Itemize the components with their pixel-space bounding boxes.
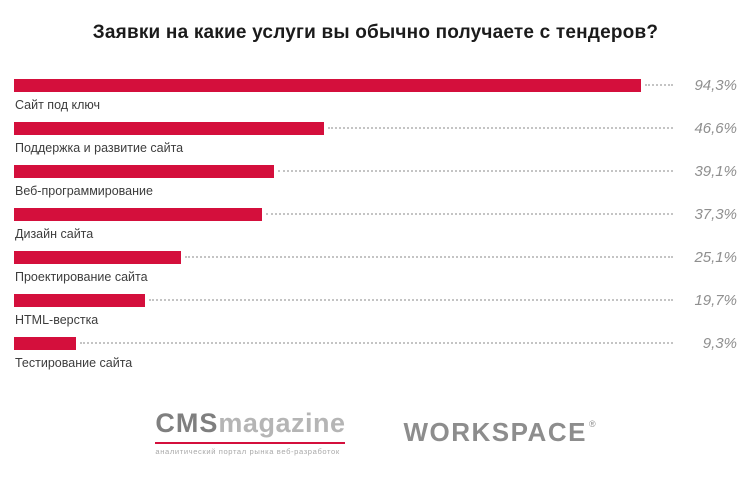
bar (14, 250, 181, 264)
value-label: 39,1% (694, 162, 737, 180)
registered-trademark-icon: ® (588, 418, 596, 429)
value-label: 9,3% (702, 334, 737, 352)
category-label: Дизайн сайта (15, 227, 94, 241)
cms-magazine-logo: CMS magazine аналитический портал рынка в… (155, 408, 346, 456)
value-label: 25,1% (694, 248, 737, 266)
category-label: Сайт под ключ (15, 98, 101, 112)
bar (14, 293, 145, 307)
workspace-logo-text: WORKSPACE (403, 416, 587, 447)
leader-dots (184, 256, 673, 258)
workspace-logo: WORKSPACE ® (403, 417, 595, 448)
category-label: Веб-программирование (15, 184, 153, 198)
bar (14, 207, 263, 221)
leader-dots (278, 170, 673, 172)
value-label: 46,6% (694, 119, 737, 137)
category-label: Тестирование сайта (15, 356, 133, 370)
bar-row: 19,7% HTML-верстка (14, 291, 737, 327)
value-label: 37,3% (694, 205, 737, 223)
bar (14, 164, 274, 178)
value-label: 19,7% (694, 291, 737, 309)
chart-title: Заявки на какие услуги вы обычно получае… (92, 22, 659, 43)
cms-logo-text: CMS (155, 408, 219, 438)
bar-row: 39,1% Веб-программирование (14, 162, 737, 198)
bar-row: 9,3% Тестирование сайта (14, 334, 737, 370)
category-label: Поддержка и развитие сайта (15, 141, 184, 155)
cms-logo-red-rule (155, 442, 346, 444)
bar-row: 46,6% Поддержка и развитие сайта (14, 119, 737, 155)
bar-row: 25,1% Проектирование сайта (14, 248, 737, 284)
leader-dots (327, 127, 673, 129)
bar (14, 78, 642, 92)
category-label: HTML-верстка (15, 313, 99, 327)
bar-row: 94,3% Сайт под ключ (14, 76, 737, 112)
bar-row: 37,3% Дизайн сайта (14, 205, 737, 241)
value-label: 94,3% (694, 76, 737, 94)
cms-logo-magazine-text: magazine (218, 408, 346, 438)
bar (14, 336, 76, 350)
leader-dots (79, 342, 673, 344)
bar-chart: 94,3% Сайт под ключ 46,6% Поддержка и ра… (14, 76, 737, 379)
category-label: Проектирование сайта (15, 270, 148, 284)
cms-logo-tagline: аналитический портал рынка веб-разработо… (155, 447, 340, 456)
footer-logos: CMS magazine аналитический портал рынка в… (14, 408, 737, 456)
leader-dots (266, 213, 673, 215)
leader-dots (149, 299, 673, 301)
leader-dots (645, 84, 673, 86)
bar (14, 121, 324, 135)
